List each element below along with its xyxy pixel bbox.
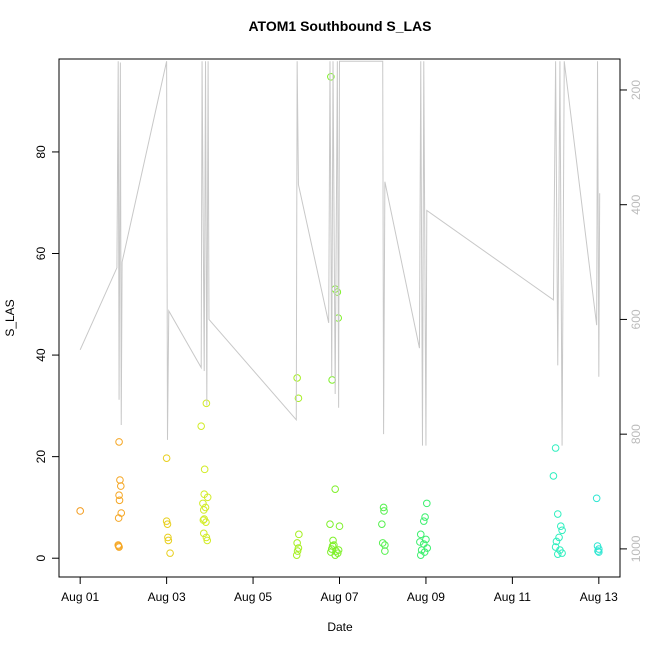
point: [200, 515, 209, 523]
x-tick-label: Aug 05: [234, 590, 272, 604]
point: [166, 549, 174, 557]
point: [326, 520, 334, 528]
point: [553, 510, 562, 518]
point: [416, 530, 425, 539]
point: [327, 72, 335, 81]
point: [331, 551, 339, 559]
point: [197, 422, 205, 430]
point: [295, 530, 303, 539]
point: [381, 547, 389, 555]
x-tick-label: Aug 07: [320, 590, 358, 604]
point: [294, 394, 303, 403]
point: [416, 538, 424, 546]
point: [552, 537, 561, 546]
point: [556, 522, 565, 531]
point: [378, 539, 387, 547]
point: [328, 376, 336, 384]
point: [114, 542, 123, 550]
point: [115, 438, 123, 446]
point: [335, 522, 344, 531]
x-tick-label: Aug 11: [494, 590, 531, 604]
point: [164, 536, 173, 545]
point: [416, 551, 425, 559]
point: [163, 520, 172, 528]
y-tick-label: 0: [34, 555, 48, 562]
point: [595, 548, 603, 556]
x-tick-label: Aug 13: [580, 590, 618, 604]
point: [162, 517, 171, 525]
point: [202, 533, 211, 542]
y-tick-label: 40: [34, 348, 48, 362]
line: [79, 60, 601, 446]
point: [293, 539, 301, 547]
y-axis-label: S_LAS: [3, 299, 17, 336]
point: [558, 526, 566, 535]
point: [331, 485, 339, 493]
x-tick-label: Aug 09: [407, 590, 445, 604]
point: [592, 494, 601, 503]
point: [199, 516, 208, 524]
point: [378, 520, 386, 528]
point: [555, 533, 563, 542]
point: [292, 551, 301, 559]
point: [328, 542, 337, 550]
point: [294, 544, 303, 552]
point: [334, 546, 343, 554]
point: [200, 465, 209, 474]
plot-area: [76, 60, 603, 559]
point: [293, 374, 301, 382]
x-tick-label: Aug 03: [148, 590, 186, 604]
y-tick-label: 80: [34, 145, 48, 159]
point: [117, 482, 125, 490]
chart-title: ATOM1 Southbound S_LAS: [248, 18, 431, 34]
point: [115, 496, 124, 505]
point: [203, 536, 212, 545]
y2-tick-label: 600: [629, 309, 643, 329]
point: [199, 506, 208, 514]
y-tick-label: 60: [34, 247, 48, 261]
y2-tick-label: 800: [629, 424, 643, 444]
point: [419, 517, 428, 525]
point: [203, 493, 212, 502]
point: [199, 529, 208, 538]
point: [162, 454, 171, 462]
point: [333, 549, 342, 557]
point: [164, 533, 172, 542]
point: [116, 476, 124, 484]
y2-tick-label: 1000: [629, 535, 643, 562]
point: [549, 472, 558, 480]
point: [380, 507, 388, 515]
point: [553, 550, 562, 558]
x-tick-label: Aug 01: [61, 590, 99, 604]
point: [329, 536, 337, 545]
point: [379, 503, 388, 512]
point: [114, 514, 123, 522]
point: [115, 491, 123, 500]
y2-tick-label: 400: [629, 194, 643, 214]
point: [381, 541, 389, 549]
y-tick-label: 20: [34, 450, 48, 464]
x-axis-label: Date: [327, 620, 353, 634]
point: [293, 547, 302, 555]
point: [421, 513, 429, 521]
point: [551, 444, 560, 452]
point: [594, 547, 602, 555]
point: [558, 549, 566, 557]
point: [76, 507, 84, 515]
point: [423, 499, 431, 508]
y2-tick-label: 200: [629, 80, 643, 100]
